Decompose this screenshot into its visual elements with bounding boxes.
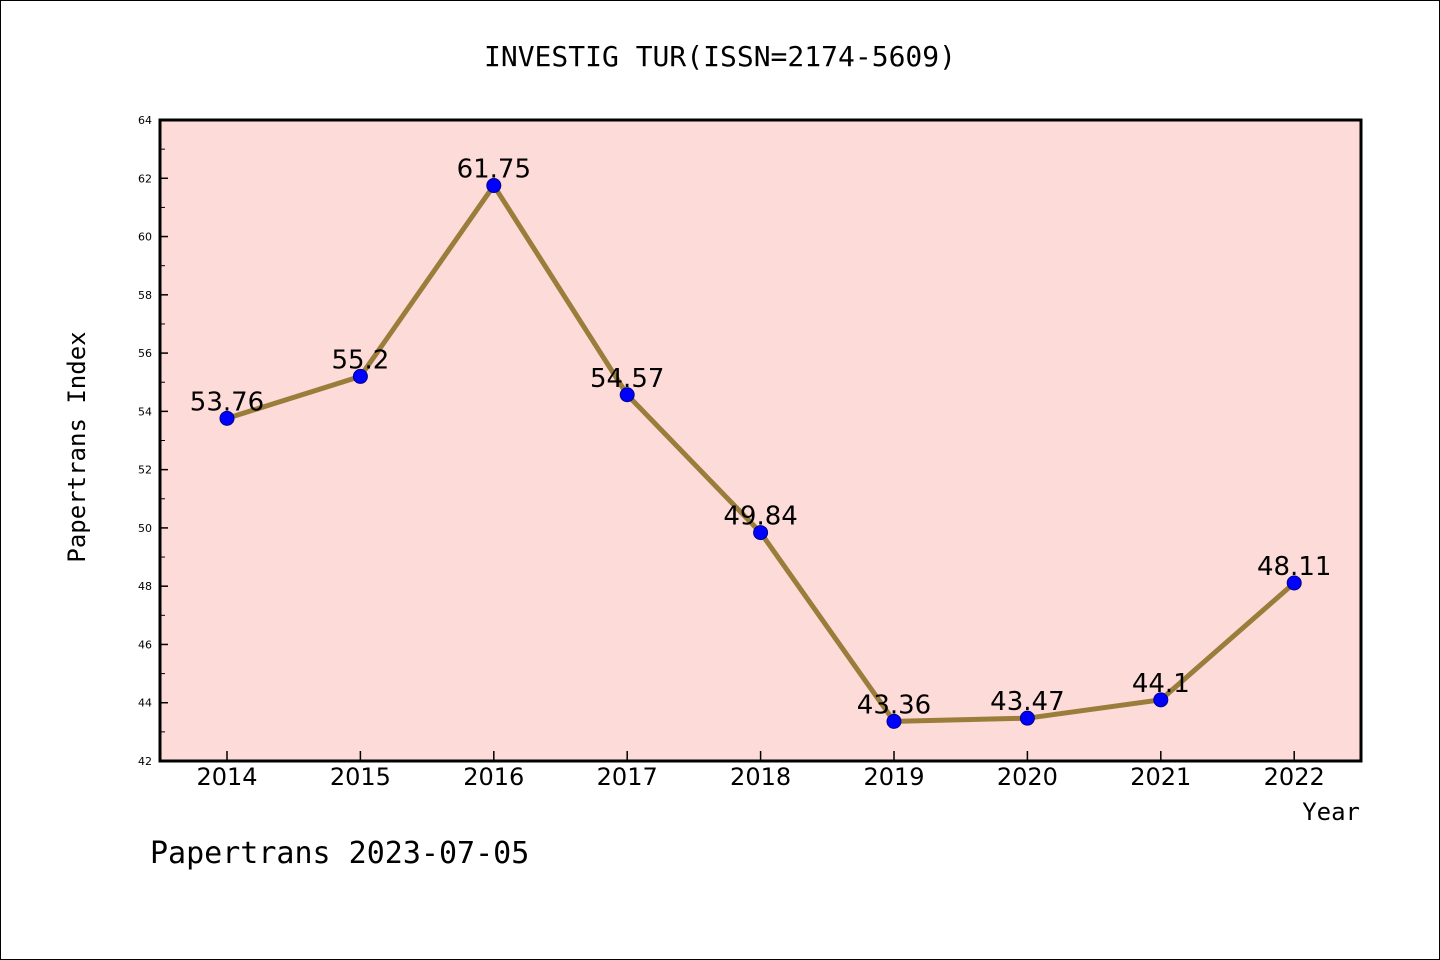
x-tick-label: 2019 [863,763,924,791]
data-label: 43.47 [990,687,1064,717]
y-tick-label: 48 [138,580,152,593]
x-tick-label: 2014 [196,763,257,791]
x-axis: 2014 2015 2016 2017 2018 2019 2020 2021 2022 [196,751,1325,791]
y-tick-label: 56 [138,347,152,360]
data-point [1153,692,1169,708]
data-labels: 53.76 55.2 61.75 54.57 49.84 43.36 43.47 44.1 48… [190,155,1332,721]
y-tick-label: 58 [138,289,152,302]
data-point [486,178,502,194]
chart-title: INVESTIG TUR(ISSN=2174-5609) [484,40,956,73]
data-label: 55.2 [331,345,389,375]
data-point [219,410,235,426]
data-label: 49.84 [723,502,797,532]
data-point [1286,575,1302,591]
data-point [886,713,902,729]
y-tick-label: 64 [138,114,152,127]
data-label: 53.76 [190,387,264,417]
y-tick-label: 50 [138,522,152,535]
plot-area [160,120,1361,761]
x-tick-label: 2021 [1130,763,1191,791]
y-tick-label: 52 [138,464,152,477]
x-tick-label: 2015 [330,763,391,791]
footer-text: Papertrans 2023-07-05 [150,836,529,871]
y-tick-label: 60 [138,231,152,244]
y-axis-label: Papertrans Index [63,331,91,562]
x-tick-label: 2016 [463,763,524,791]
data-point [753,525,769,541]
data-points [219,178,1302,729]
data-point [619,387,635,403]
data-label: 48.11 [1257,552,1331,582]
data-label: 43.36 [857,690,931,720]
x-tick-label: 2022 [1264,763,1325,791]
y-tick-label: 46 [138,638,152,651]
x-tick-label: 2017 [597,763,658,791]
y-tick-label: 44 [138,697,152,710]
y-tick-label: 54 [138,405,152,418]
data-point [1019,710,1035,726]
data-point [352,368,368,384]
data-label: 54.57 [590,364,664,394]
x-tick-label: 2020 [997,763,1058,791]
x-axis-label: Year [1302,798,1360,826]
y-tick-label: 42 [138,755,152,768]
plot-border [158,118,1363,763]
y-tick-label: 62 [138,172,152,185]
x-tick-label: 2018 [730,763,791,791]
data-label: 61.75 [457,155,531,185]
data-label: 44.1 [1132,669,1190,699]
